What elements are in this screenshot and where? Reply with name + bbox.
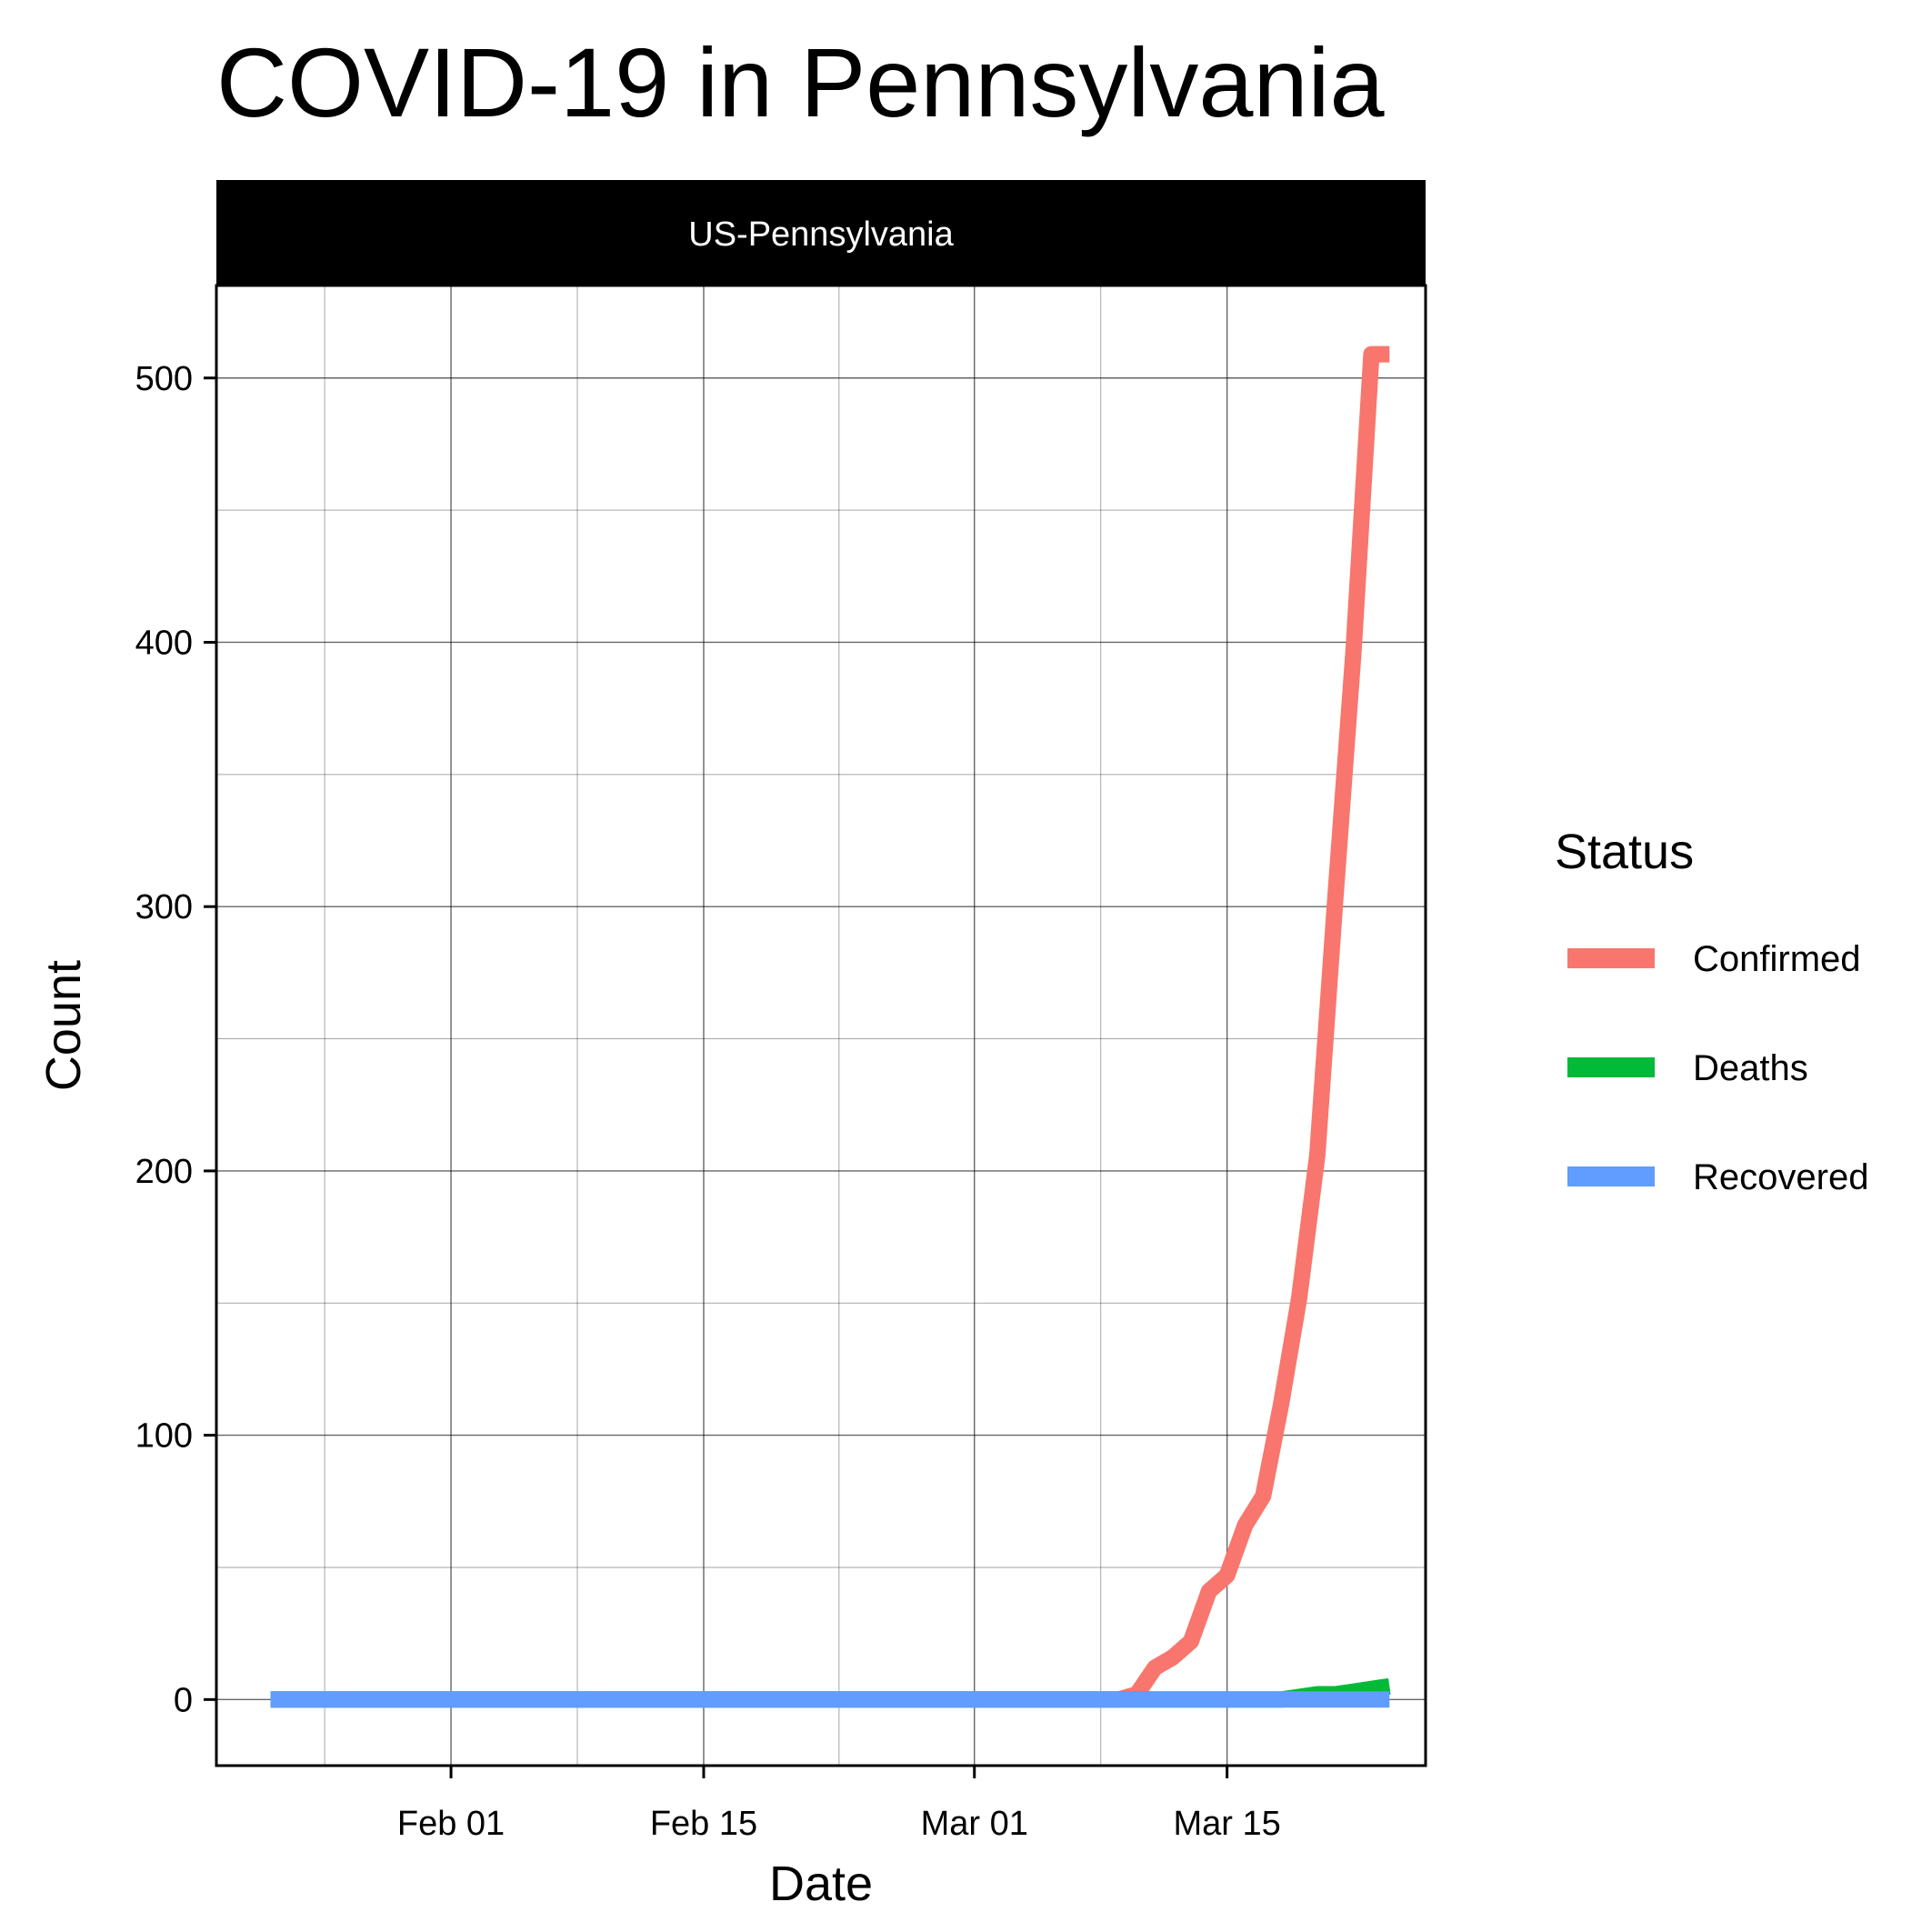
y-tick-label-4: 400 [135,624,193,662]
major-gridlines [216,285,1426,1766]
y-tick-label-3: 300 [135,888,193,926]
minor-gridlines [216,285,1426,1766]
y-tick-label-2: 200 [135,1153,193,1191]
panel-border [215,284,1427,1767]
series-layer [270,345,1391,1708]
x-tick-label-2: Mar 01 [921,1805,1028,1843]
chart-title: COVID-19 in Pennsylvania [216,27,1386,137]
legend-label-deaths: Deaths [1693,1048,1808,1088]
legend-label-recovered: Recovered [1693,1157,1868,1197]
series-line-confirmed [270,345,1390,1708]
y-tick-label-1: 100 [135,1417,193,1456]
x-axis: Feb 01 Feb 15 Mar 01 Mar 15 [397,1766,1281,1843]
y-axis-title: Count [36,960,91,1091]
y-axis: 0 100 200 300 400 500 [135,360,216,1719]
plot-panel [216,285,1426,1766]
x-tick-label-3: Mar 15 [1174,1805,1281,1843]
legend-title: Status [1555,825,1694,879]
y-tick-label-0: 0 [174,1681,193,1719]
legend: Status Confirmed Deaths Recovered [1555,825,1868,1197]
x-tick-label-0: Feb 01 [397,1805,505,1843]
legend-label-confirmed: Confirmed [1693,939,1861,979]
x-tick-label-1: Feb 15 [650,1805,757,1843]
x-axis-title: Date [769,1857,873,1911]
facet-strip [216,180,1426,285]
y-tick-label-5: 500 [135,360,193,398]
facet-label: US-Pennsylvania [688,215,954,254]
